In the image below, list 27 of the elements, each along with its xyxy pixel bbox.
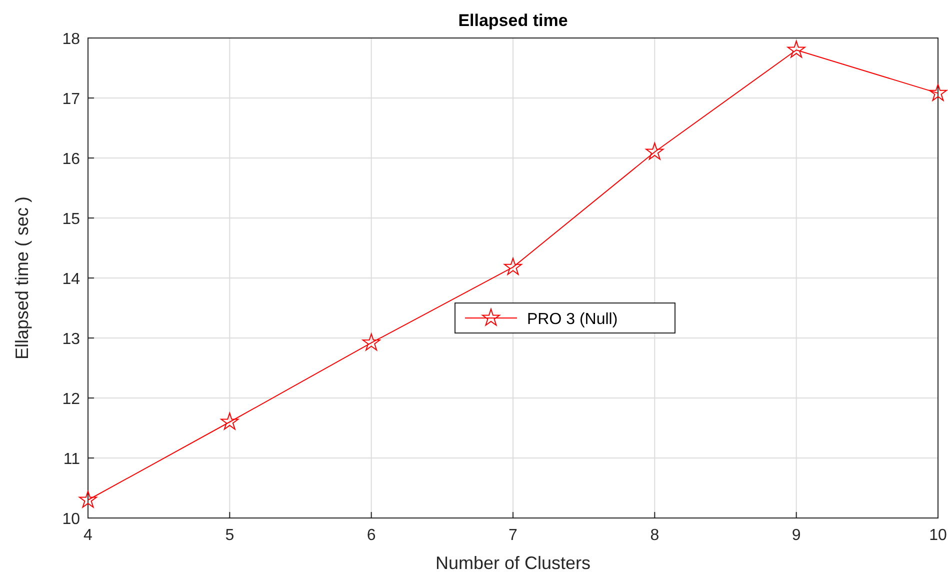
y-tick-label: 14 — [62, 271, 80, 288]
y-tick-label: 13 — [62, 331, 80, 348]
point — [646, 142, 664, 160]
x-tick-label: 9 — [792, 527, 801, 544]
y-axis-title: Ellapsed time ( sec ) — [12, 196, 32, 360]
legend-label: PRO 3 (Null) — [527, 311, 618, 328]
y-tick-label: 12 — [62, 391, 80, 408]
point — [787, 40, 806, 58]
y-tick-label: 15 — [62, 211, 80, 228]
point — [362, 333, 380, 351]
y-tick-label: 17 — [62, 91, 80, 108]
x-tick-label: 10 — [929, 527, 947, 544]
x-tick-label: 5 — [225, 527, 234, 544]
x-tick-label: 4 — [84, 527, 93, 544]
x-tick-label: 6 — [366, 527, 376, 544]
chart-title: Ellapsed time — [458, 11, 568, 30]
point — [78, 490, 98, 508]
y-tick-label: 11 — [63, 451, 80, 468]
x-tick-label: 8 — [650, 527, 660, 544]
y-tick-label: 10 — [62, 511, 80, 528]
point — [220, 412, 239, 430]
point — [504, 258, 522, 275]
point — [928, 84, 948, 101]
x-axis-title: Number of Clusters — [435, 553, 591, 573]
x-tick-label: 7 — [508, 527, 518, 544]
y-tick-label: 18 — [62, 31, 80, 48]
y-tick-label: 16 — [62, 151, 80, 168]
